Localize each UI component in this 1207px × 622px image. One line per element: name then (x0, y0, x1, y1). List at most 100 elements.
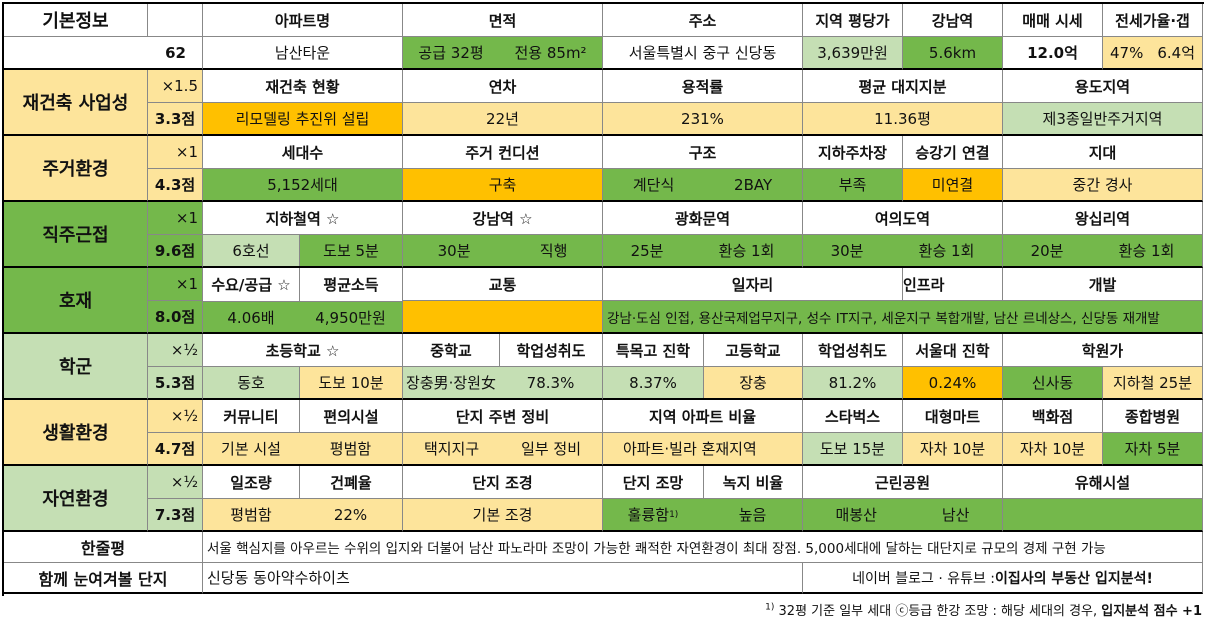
sun-coverage: 평범함 22% (203, 499, 403, 532)
label-life: 생활환경 (4, 400, 148, 466)
h-sunlight: 일조량 (203, 466, 300, 498)
view: 훌륭함 1) (603, 499, 703, 530)
h-middle: 중학교 (403, 334, 500, 366)
score-rebuild: 3.3점 (148, 103, 203, 136)
h-green-ratio: 녹지 비율 (722, 473, 784, 492)
score-hojae: 8.0점 (148, 301, 203, 334)
h-mart: 대형마트 (903, 400, 1003, 433)
subway-walk: 도보 5분 (300, 235, 402, 266)
h-snu: 서울대 진학 (903, 334, 1003, 367)
parks: 매봉산 남산 (803, 499, 1003, 532)
gap-rate: 47% (1110, 43, 1144, 62)
yeouido-time: 30분 (830, 242, 864, 260)
avg-income: 4,950만원 (315, 308, 386, 327)
label-summary: 한줄평 (4, 532, 203, 563)
h-gangnam-stn: 강남역 ☆ (403, 202, 603, 235)
label-living: 주거환경 (4, 136, 148, 202)
h-zoning: 용도지역 (1003, 70, 1203, 103)
h-years: 연차 (403, 70, 603, 103)
h-area: 면적 (403, 4, 603, 37)
households: 5,152세대 (203, 169, 403, 202)
h-coverage: 건폐율 (330, 473, 372, 492)
h-surroundings: 단지 주변 정비 (403, 400, 603, 433)
demand-ratio: 4.06배 (227, 308, 275, 327)
transport-value (403, 301, 603, 334)
snu-rate: 0.24% (903, 367, 1003, 400)
footnote: 1) 32평 기준 일부 세대 ⓒ등급 한강 조망 : 해당 세대의 경우, 입… (0, 600, 1202, 619)
footnote-mark: 1) (765, 602, 775, 613)
h-apt: 아파트명 (203, 4, 403, 37)
elementary-walk: 도보 10분 (300, 367, 402, 398)
community-value: 기본 시설 (221, 440, 281, 458)
special-rate: 8.37% (603, 367, 704, 398)
years: 22년 (403, 103, 603, 136)
parking: 부족 (803, 169, 903, 202)
h-middle-block: 중학교 학업성취도 (403, 334, 603, 367)
credit-name: 이집사의 부동산 입지분석! (995, 570, 1153, 587)
development-list: 강남·도심 인접, 용산국제업무지구, 성수 IT지구, 세운지구 복합개발, … (603, 301, 1203, 334)
starbucks: 도보 15분 (803, 433, 903, 466)
score-life: 4.7점 (148, 433, 203, 466)
area-value: 공급 32평 전용 85m² (403, 37, 603, 70)
h-high: 고등학교 (725, 341, 781, 360)
h-department: 백화점 (1003, 400, 1103, 433)
h-academy: 학원가 (1003, 334, 1203, 367)
h-jobs: 일자리 (603, 268, 903, 301)
h-development: 개발 (1003, 268, 1203, 301)
credit: 네이버 블로그 · 유튜브 : 이집사의 부동산 입지분석! (803, 563, 1203, 594)
weight-life: ×½ (148, 400, 203, 433)
h-ppp: 지역 평당가 (803, 4, 903, 37)
middle-score: 78.3% (526, 373, 575, 392)
h-sun-block: 일조량 건폐율 (203, 466, 403, 499)
middle: 장충男·장원女 78.3% (403, 367, 603, 400)
gap-value: 47% 6.4억 (1103, 37, 1203, 70)
h-wangsimni: 왕십리역 (1003, 202, 1203, 235)
h-view: 단지 조망 (603, 466, 704, 498)
terrain: 중간 경사 (1003, 169, 1203, 202)
structure: 계단식 2BAY (603, 169, 803, 202)
coverage: 22% (333, 505, 368, 524)
h-demand: 수요/공급 ☆ (203, 268, 300, 301)
ppp-value: 3,639만원 (803, 37, 903, 70)
h-convenience: 편의시설 (323, 407, 379, 426)
h-condition: 주거 컨디션 (403, 136, 603, 169)
green-ratio: 높음 (738, 506, 767, 524)
yeouido-transfer: 환승 1회 (918, 242, 975, 260)
h-special-block: 특목고 진학 고등학교 (603, 334, 803, 367)
gangnam-dist: 5.6km (903, 37, 1003, 70)
h-addr: 주소 (603, 4, 803, 37)
footnote-bonus: 입지분석 점수 +1 (1101, 604, 1202, 619)
apt-name: 남산타운 (203, 37, 403, 70)
area-supply: 공급 32평 (418, 44, 484, 62)
elevator: 미연결 (903, 169, 1003, 202)
apt-ratio: 아파트·빌라 혼재지역 (603, 433, 803, 466)
h-high-score: 학업성취도 (803, 334, 903, 367)
view-footnote-mark: 1) (669, 509, 679, 520)
label-basic: 기본정보 (4, 4, 148, 37)
h-land-share: 평균 대지지분 (803, 70, 1003, 103)
h-gwanghwamun: 광화문역 (603, 202, 803, 235)
condition: 구축 (403, 169, 603, 202)
h-transport: 교통 (403, 268, 603, 301)
wangsimni-transfer: 환승 1회 (1118, 242, 1175, 260)
gwanghwamun-time: 25분 (630, 242, 664, 260)
h-subway: 지하철역 ☆ (203, 202, 403, 235)
community: 기본 시설 평범함 (203, 433, 403, 466)
gangnam-transfer: 직행 (539, 242, 568, 260)
high-name: 장충 (704, 367, 802, 398)
h-structure: 구조 (603, 136, 803, 169)
academy-dist: 지하철 25분 (1103, 367, 1203, 400)
score-school: 5.3점 (148, 367, 203, 400)
demand-income-block: 수요/공급 ☆ 평균소득 4.06배 4,950만원 (203, 268, 403, 334)
score-nature: 7.3점 (148, 499, 203, 532)
h-gap: 전세가율·갭 (1103, 4, 1203, 37)
hazard (1003, 499, 1203, 532)
h-yeouido: 여의도역 (803, 202, 1003, 235)
credit-prefix: 네이버 블로그 · 유튜브 : (852, 570, 996, 587)
h-park: 근린공원 (803, 466, 1003, 499)
weight-hojae: ×1 (148, 268, 203, 301)
department: 자차 10분 (1003, 433, 1103, 466)
gangnam-commute: 30분 직행 (403, 235, 603, 268)
high-score: 81.2% (803, 367, 903, 400)
yeouido-commute: 30분 환승 1회 (803, 235, 1003, 268)
